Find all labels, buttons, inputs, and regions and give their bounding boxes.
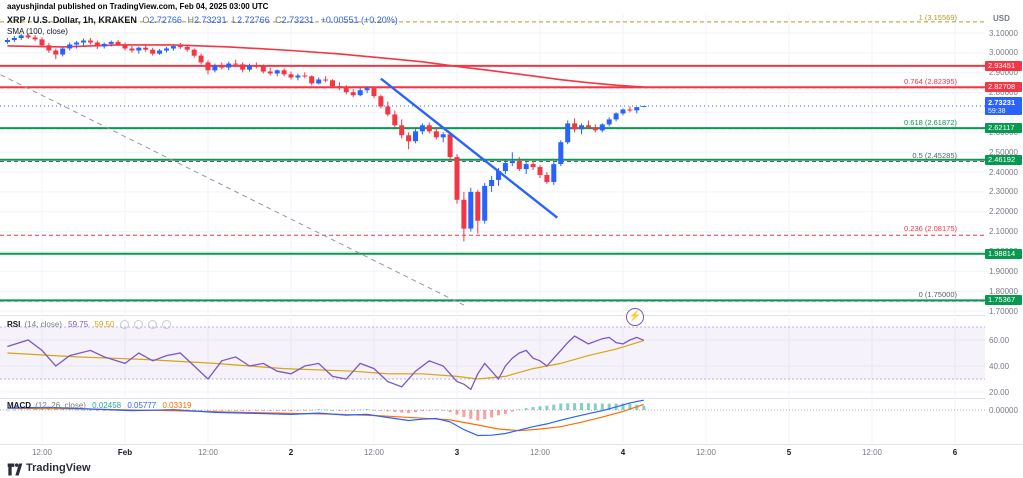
eye-icon[interactable] — [119, 320, 129, 330]
rsi-value: 59.75 — [68, 320, 89, 329]
sma-legend[interactable]: SMA (100, close) — [7, 27, 68, 36]
price-level-badge: 2.82708 — [985, 82, 1022, 93]
macd-title[interactable]: MACD — [7, 401, 31, 410]
chart-canvas[interactable] — [0, 0, 985, 460]
more-icon[interactable] — [162, 320, 172, 330]
publisher-text: aayushjindal published on TradingView.co… — [7, 2, 269, 11]
rsi-axis-label: 60.00 — [989, 335, 1010, 345]
ohlc-high-label: H — [187, 15, 194, 25]
tradingview-brand-text[interactable]: TradingView — [26, 462, 91, 474]
price-level-badge: 2.62117 — [985, 123, 1022, 134]
price-axis-label: 1.80000 — [989, 286, 1018, 296]
price-axis-label: 2.80000 — [989, 88, 1018, 98]
time-axis-label: 3 — [454, 448, 460, 457]
change-value: +0.00551 (+0.20%) — [320, 15, 398, 25]
price-axis-label: 2.30000 — [989, 187, 1018, 197]
macd-hist-value: 0.02458 — [92, 401, 122, 410]
time-axis-label: 12:00 — [31, 448, 53, 457]
footer: TradingView — [0, 460, 1023, 478]
price-level-badge: 2.93451 — [985, 60, 1022, 71]
time-axis-label: 12:00 — [695, 448, 717, 457]
macd-params: (12, 26, close) — [35, 401, 86, 410]
candles — [4, 33, 647, 242]
price-axis-label: 2.50000 — [989, 147, 1018, 157]
sma-legend-label[interactable]: SMA (100, close) — [7, 27, 68, 36]
price-axis-label: 1.90000 — [989, 266, 1018, 276]
lightning-button[interactable]: ⚡ — [626, 308, 644, 326]
pane-separator[interactable] — [0, 315, 1023, 316]
price-level-badge: 1.98814 — [985, 248, 1022, 259]
price-level-badge: 1.75367 — [985, 295, 1022, 306]
pane-separator[interactable] — [0, 398, 1023, 399]
price-level-badge: 2.46192 — [985, 154, 1022, 165]
price-axis[interactable]: 3.100003.000002.900002.800002.700002.600… — [985, 13, 1023, 444]
rsi-ma-line — [7, 340, 644, 380]
price-axis-label: 2.10000 — [989, 227, 1018, 237]
time-axis-label: 5 — [786, 448, 792, 457]
dashed-trendline[interactable] — [0, 74, 465, 306]
price-axis-label: 1.70000 — [989, 306, 1018, 316]
macd-line-value: 0.05777 — [127, 401, 157, 410]
rsi-band — [0, 327, 985, 379]
time-axis-label: 2 — [288, 448, 294, 457]
ohlc-open-value: 2.72766 — [149, 15, 182, 25]
price-axis-label: 2.90000 — [989, 68, 1018, 78]
time-axis-label: 6 — [952, 448, 958, 457]
rsi-axis-label: 40.00 — [989, 361, 1010, 371]
grid — [0, 14, 985, 443]
time-axis-label: 12:00 — [197, 448, 219, 457]
time-axis[interactable]: 12:00 Feb 12:00 2 12:00 3 12:00 4 12:00 5 12:00 6 — [0, 444, 1023, 461]
macd-legend[interactable]: MACD (12, 26, close) 0.02458 0.05777 0.0… — [7, 401, 191, 411]
price-axis-label: 3.10000 — [989, 28, 1018, 38]
ohlc-close-label: C — [275, 15, 282, 25]
rsi-legend[interactable]: RSI (14, close) 59.75 59.50 — [7, 320, 172, 330]
rsi-axis-label: 20.00 — [989, 387, 1010, 397]
currency-toggle[interactable]: USD — [993, 14, 1010, 23]
settings-icon[interactable] — [133, 320, 143, 330]
ohlc-high-value: 2.73231 — [193, 15, 227, 25]
rsi-line — [7, 335, 645, 391]
time-axis-label: 12:00 — [861, 448, 883, 457]
rsi-params: (14, close) — [24, 320, 62, 329]
ohlc-close-value: 2.73231 — [281, 15, 315, 25]
delete-icon[interactable] — [148, 320, 158, 330]
price-axis-label: 3.00000 — [989, 48, 1018, 58]
rsi-title[interactable]: RSI — [7, 320, 21, 329]
time-axis-label: 4 — [620, 448, 626, 457]
current-price-badge: 2.73231 59:38 — [985, 97, 1022, 116]
time-axis-label: Feb — [117, 448, 133, 457]
ohlc-low-label: L — [232, 15, 238, 25]
macd-signal-value: 0.03319 — [162, 401, 192, 410]
macd-line — [7, 399, 644, 437]
price-axis-label: 2.40000 — [989, 167, 1018, 177]
tradingview-logo[interactable] — [7, 462, 23, 477]
time-axis-label: 12:00 — [529, 448, 551, 457]
time-axis-label: 12:00 — [363, 448, 385, 457]
symbol-legend[interactable]: XRP / U.S. Dollar, 1h, KRAKEN O2.72766 H… — [7, 15, 398, 26]
price-axis-label: 2.20000 — [989, 207, 1018, 217]
current-price-value: 2.73231 — [988, 98, 1016, 108]
symbol-title[interactable]: XRP / U.S. Dollar, 1h, KRAKEN — [7, 15, 137, 25]
ohlc-low-value: 2.72766 — [237, 15, 270, 25]
macd-axis-label: 0.00000 — [989, 405, 1018, 415]
ohlc-open-label: O — [142, 15, 150, 25]
publisher-bar: aayushjindal published on TradingView.co… — [0, 0, 1023, 13]
bar-countdown: 59:38 — [988, 108, 1006, 116]
rsi-ma-value: 59.50 — [94, 320, 115, 329]
trendline[interactable] — [380, 77, 559, 219]
